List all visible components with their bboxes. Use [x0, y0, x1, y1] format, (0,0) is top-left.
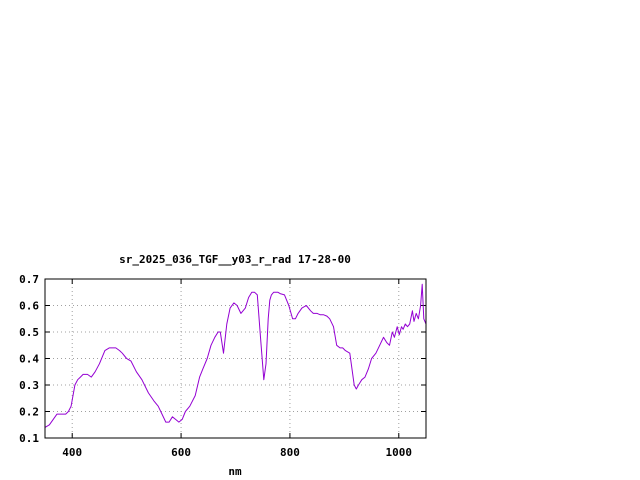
- chart-title: sr_2025_036_TGF__y03_r_rad 17-28-00: [119, 253, 351, 266]
- x-axis-label: nm: [228, 465, 242, 478]
- y-tick-label: 0.2: [19, 406, 39, 419]
- plot-border: [44, 278, 427, 439]
- grid: [45, 279, 426, 438]
- series-line: [44, 283, 427, 428]
- x-tick-label: 1000: [386, 446, 413, 459]
- y-tick-label: 0.7: [19, 273, 39, 286]
- x-tick-label: 800: [280, 446, 300, 459]
- axes: 0.1 0.2 0.3 0.4 0.5 0.6 0.7 400 600 800 1000: [19, 273, 426, 459]
- y-tick-label: 0.6: [19, 300, 39, 313]
- y-tick-label: 0.3: [19, 379, 39, 392]
- x-tick-label: 400: [62, 446, 82, 459]
- y-tick-label: 0.1: [19, 432, 39, 445]
- y-tick-label: 0.5: [19, 326, 39, 339]
- y-tick-label: 0.4: [19, 353, 39, 366]
- x-tick-label: 600: [171, 446, 191, 459]
- series-layer: [44, 283, 427, 428]
